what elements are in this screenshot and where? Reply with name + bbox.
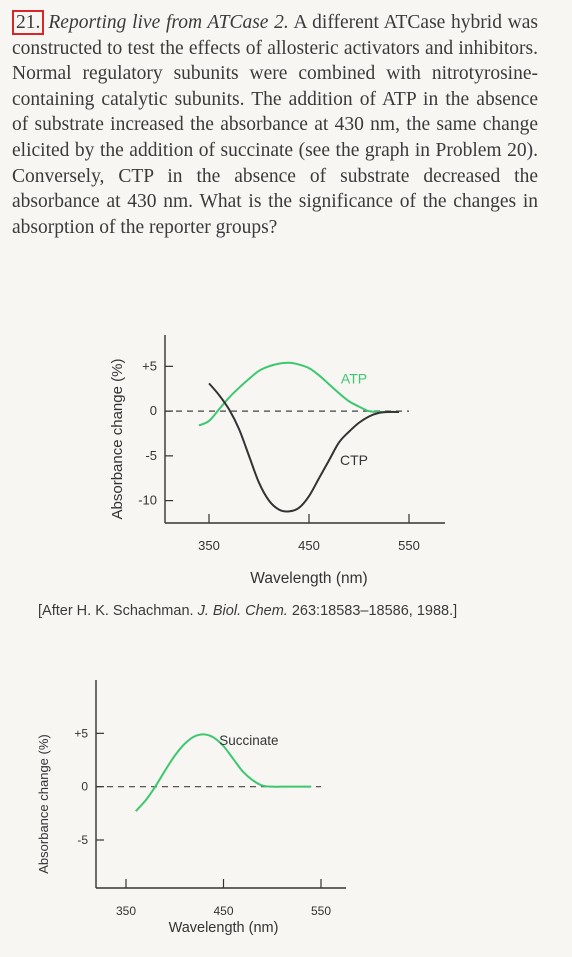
x-tick-label: 450 bbox=[213, 904, 233, 918]
series-line-ctp bbox=[208, 382, 400, 513]
x-tick-label: 550 bbox=[311, 904, 331, 918]
x-tick-label: 450 bbox=[298, 538, 320, 553]
series-label-ctp: CTP bbox=[340, 452, 368, 468]
y-axis-label: Absorbance change (%) bbox=[36, 734, 51, 873]
y-axis-label: Absorbance change (%) bbox=[109, 359, 126, 520]
citation-prefix: [After H. K. Schachman. bbox=[38, 603, 198, 619]
problem-title: Reporting live from ATCase 2. bbox=[48, 12, 289, 33]
citation-journal: J. Biol. Chem. bbox=[197, 603, 288, 619]
series-line-atp bbox=[198, 361, 399, 427]
y-tick-label: -10 bbox=[138, 493, 157, 508]
x-axis-label: Wavelength (nm) bbox=[250, 570, 367, 587]
x-tick-label: 350 bbox=[116, 904, 136, 918]
x-axis-label: Wavelength (nm) bbox=[169, 920, 279, 936]
problem-number: 21. bbox=[12, 10, 45, 35]
y-tick-label: +5 bbox=[142, 358, 157, 373]
series-label-atp: ATP bbox=[341, 370, 367, 386]
y-tick-label: +5 bbox=[74, 726, 88, 740]
citation-suffix: 263:18583–18586, 1988.] bbox=[287, 603, 458, 619]
x-tick-label: 550 bbox=[398, 538, 420, 553]
y-tick-label: -5 bbox=[145, 448, 157, 463]
y-tick-label: 0 bbox=[81, 780, 88, 794]
problem-text: 21. Reporting live from ATCase 2. A diffe… bbox=[12, 10, 538, 240]
series-line-succinate bbox=[135, 733, 312, 812]
problem-body: A different ATCase hybrid was constructe… bbox=[12, 12, 539, 238]
atp-ctp-chart: +5 0 -5 -10 350 450 550 Wavelength (nm) Absorban… bbox=[109, 335, 445, 587]
x-tick-label: 350 bbox=[198, 538, 220, 553]
y-tick-label: 0 bbox=[150, 403, 157, 418]
series-label-succinate: Succinate bbox=[219, 733, 278, 748]
y-tick-label: -5 bbox=[77, 833, 88, 847]
figure-citation: [After H. K. Schachman. J. Biol. Chem. 2… bbox=[38, 603, 457, 619]
